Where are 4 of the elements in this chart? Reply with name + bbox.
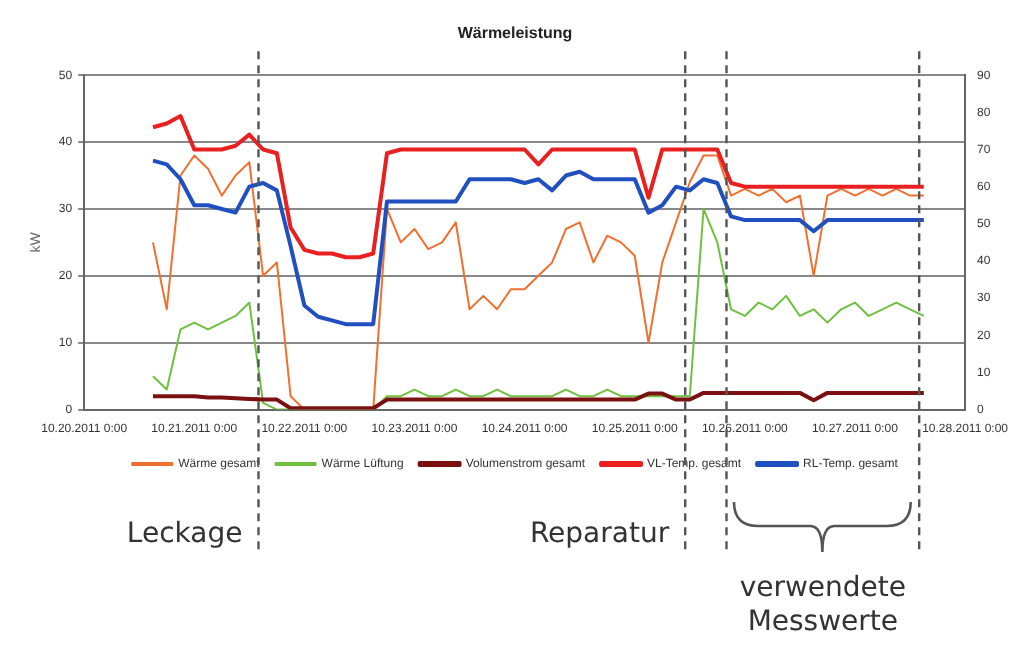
- text: verwendete Messwerte: [739, 571, 907, 638]
- chart-title: Wärmeleistung: [457, 24, 573, 43]
- ref-line-label: Leckage: [126, 517, 243, 550]
- ref-line-label: Reparatur: [529, 517, 670, 550]
